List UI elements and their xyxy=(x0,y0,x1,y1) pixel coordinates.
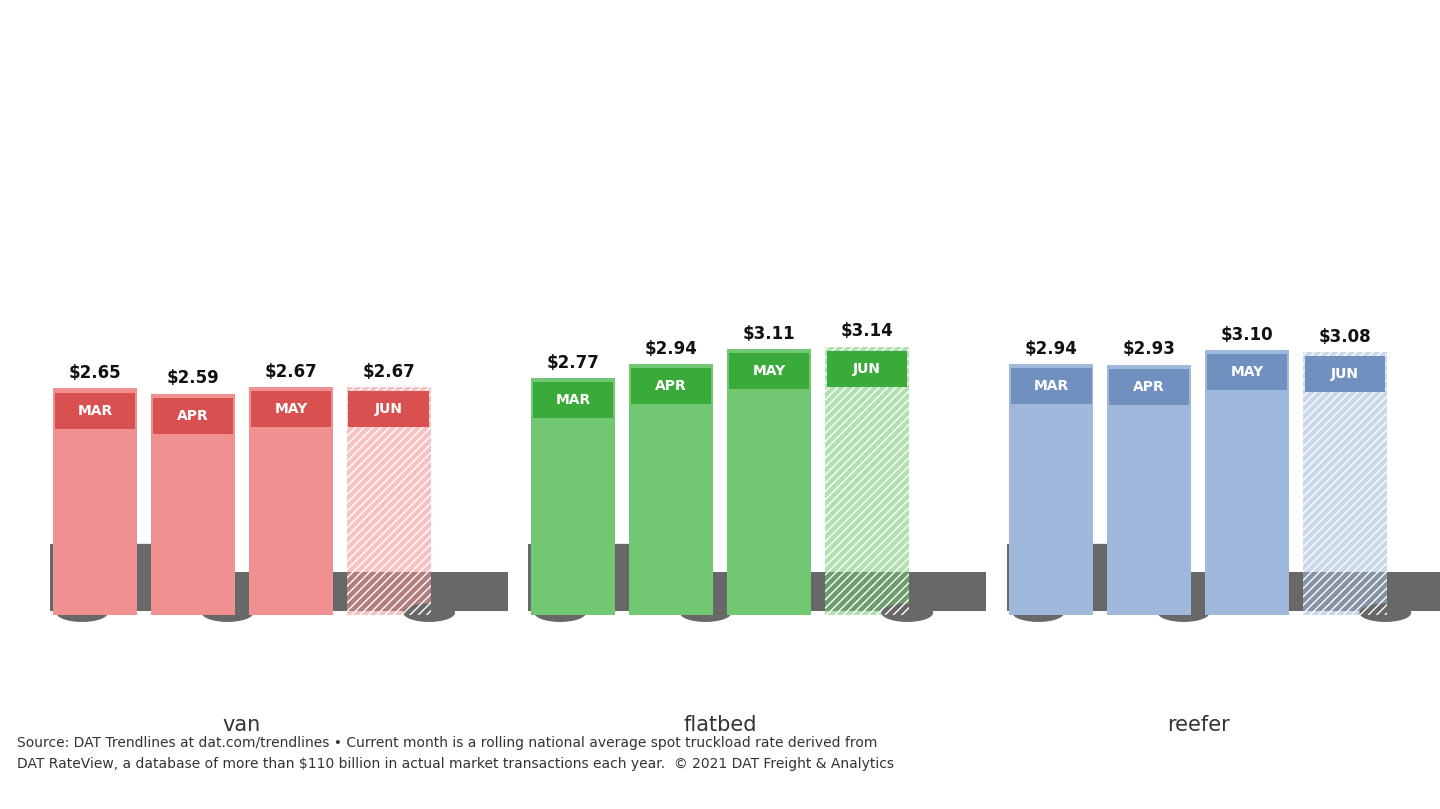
Text: van: van xyxy=(223,715,261,735)
Bar xyxy=(151,394,235,615)
Text: APR: APR xyxy=(655,379,687,393)
Text: $3.08: $3.08 xyxy=(1319,328,1371,345)
Bar xyxy=(641,572,986,611)
Bar xyxy=(631,368,711,404)
Bar xyxy=(528,544,652,611)
Bar xyxy=(729,354,809,389)
Circle shape xyxy=(202,604,253,622)
Circle shape xyxy=(403,604,455,622)
Circle shape xyxy=(680,604,732,622)
Bar xyxy=(153,398,233,434)
Text: $2.77: $2.77 xyxy=(547,354,599,372)
Bar xyxy=(825,346,909,615)
Circle shape xyxy=(1359,604,1411,622)
Text: $2.93: $2.93 xyxy=(1123,341,1175,358)
Bar xyxy=(1207,354,1287,390)
Circle shape xyxy=(56,604,108,622)
Bar xyxy=(827,351,907,387)
Bar xyxy=(1011,368,1092,404)
Text: $3.14: $3.14 xyxy=(841,323,893,341)
Text: MAR: MAR xyxy=(1034,379,1068,393)
Bar xyxy=(55,392,135,429)
Text: MAY: MAY xyxy=(1230,365,1264,379)
Bar xyxy=(727,349,811,615)
Text: $2.67: $2.67 xyxy=(363,362,415,380)
Text: JUN: JUN xyxy=(1331,367,1359,381)
Polygon shape xyxy=(58,544,174,562)
Text: APR: APR xyxy=(1133,379,1165,394)
Bar xyxy=(1119,572,1440,611)
Bar xyxy=(531,379,615,615)
Bar xyxy=(1109,369,1189,404)
Circle shape xyxy=(1158,604,1210,622)
Text: $3.10: $3.10 xyxy=(1221,326,1273,344)
Text: APR: APR xyxy=(177,409,209,423)
Polygon shape xyxy=(1014,544,1130,562)
Text: JUN: JUN xyxy=(374,402,403,416)
Text: MAY: MAY xyxy=(274,402,308,416)
Bar xyxy=(1007,544,1130,611)
Bar xyxy=(1107,365,1191,615)
Bar xyxy=(1303,352,1387,615)
Bar xyxy=(53,388,137,615)
Text: MAR: MAR xyxy=(556,393,590,408)
Bar xyxy=(533,383,613,418)
Bar xyxy=(163,572,508,611)
Text: flatbed: flatbed xyxy=(683,715,757,735)
Bar xyxy=(1305,356,1385,392)
Bar xyxy=(347,387,431,615)
Circle shape xyxy=(1012,604,1064,622)
Bar xyxy=(249,387,333,615)
Bar xyxy=(1009,364,1093,615)
Bar xyxy=(1303,352,1387,615)
Text: JUN: JUN xyxy=(852,362,881,376)
Text: MAY: MAY xyxy=(752,364,786,379)
Bar xyxy=(251,391,331,427)
Text: $2.59: $2.59 xyxy=(167,370,219,388)
Polygon shape xyxy=(536,544,652,562)
Bar xyxy=(348,391,429,427)
Bar xyxy=(50,544,174,611)
Text: $2.67: $2.67 xyxy=(265,362,317,380)
Text: MAR: MAR xyxy=(78,404,112,417)
Text: reefer: reefer xyxy=(1166,715,1230,735)
Bar xyxy=(347,387,431,615)
Text: $2.94: $2.94 xyxy=(645,340,697,358)
Text: $2.65: $2.65 xyxy=(69,364,121,383)
Bar xyxy=(629,364,713,615)
Text: $3.11: $3.11 xyxy=(743,325,795,343)
Text: Source: DAT Trendlines at dat.com/trendlines • Current month is a rolling nation: Source: DAT Trendlines at dat.com/trendl… xyxy=(17,736,894,771)
Bar xyxy=(1205,350,1289,615)
Circle shape xyxy=(881,604,933,622)
Circle shape xyxy=(534,604,586,622)
Text: $2.94: $2.94 xyxy=(1025,340,1077,358)
Bar xyxy=(825,346,909,615)
Text: DAT Spot Truckload Rates: Monthly Average Through June 20, 2021: DAT Spot Truckload Rates: Monthly Averag… xyxy=(24,30,1440,66)
